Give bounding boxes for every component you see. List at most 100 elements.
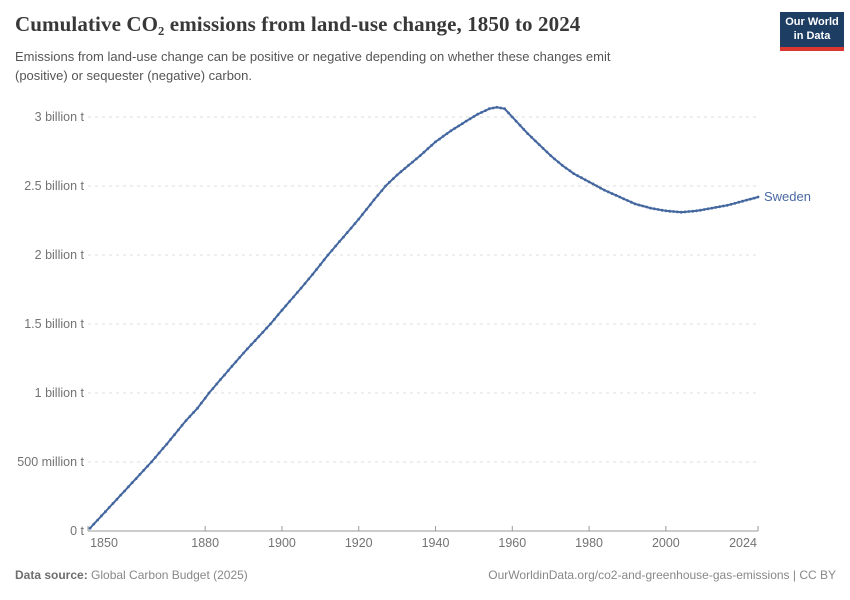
data-point	[606, 190, 610, 194]
data-point	[100, 514, 103, 518]
data-point	[292, 295, 295, 299]
data-point	[146, 464, 150, 468]
data-point	[211, 387, 215, 390]
data-point	[545, 150, 549, 154]
data-point	[176, 428, 180, 432]
chart-canvas[interactable]: 0 t 500 million t 1 billion t 1.5 billion t…	[0, 0, 850, 560]
data-point	[484, 109, 487, 112]
data-point	[679, 210, 683, 214]
data-point	[426, 147, 430, 151]
data-point	[741, 199, 744, 203]
data-point	[123, 489, 126, 493]
data-point	[115, 497, 119, 501]
data-point	[464, 119, 468, 123]
data-point	[111, 502, 115, 505]
data-source-value: Global Carbon Budget (2025)	[87, 568, 248, 582]
data-point	[583, 178, 587, 182]
data-point	[238, 356, 242, 359]
y-tick-label: 2.5 billion t	[24, 179, 84, 193]
data-point	[138, 473, 142, 476]
chart-subtitle: Emissions from land-use change can be po…	[15, 48, 725, 86]
data-point	[629, 200, 633, 204]
data-point	[587, 180, 591, 184]
y-tick-label: 2 billion t	[35, 248, 85, 262]
data-point	[745, 198, 748, 202]
data-point	[699, 208, 702, 212]
data-point	[683, 210, 687, 214]
data-point	[284, 304, 288, 308]
data-point	[522, 127, 526, 131]
data-point	[338, 240, 341, 243]
data-point	[614, 193, 618, 197]
data-point	[107, 506, 111, 509]
data-point	[752, 196, 756, 200]
data-point	[342, 235, 345, 239]
data-point	[188, 415, 192, 418]
data-point	[676, 210, 679, 214]
data-point	[499, 106, 503, 110]
data-point	[553, 157, 556, 161]
data-point	[411, 160, 414, 164]
data-point	[472, 115, 476, 118]
data-point	[533, 139, 537, 143]
data-point	[434, 140, 437, 144]
data-point	[441, 134, 445, 138]
data-point	[119, 493, 123, 497]
data-point	[161, 447, 165, 450]
data-point	[645, 205, 649, 209]
data-point	[403, 167, 407, 170]
data-point	[626, 199, 629, 202]
data-point	[537, 143, 541, 147]
data-point	[322, 258, 326, 262]
data-point	[595, 184, 599, 188]
data-point	[453, 126, 457, 130]
data-point	[495, 105, 499, 109]
data-point	[557, 160, 560, 164]
data-point	[391, 177, 395, 181]
data-point	[307, 277, 311, 281]
data-point	[353, 222, 357, 226]
data-point	[96, 518, 100, 522]
data-point	[395, 173, 399, 177]
data-point	[272, 318, 276, 321]
x-tick-label: 1850	[90, 536, 118, 550]
data-point	[361, 212, 364, 216]
y-tick-label: 3 billion t	[35, 110, 85, 124]
data-point	[641, 204, 645, 208]
data-point	[349, 226, 353, 230]
data-point	[104, 510, 107, 514]
data-point	[476, 112, 480, 116]
page-title: Cumulative CO₂ emissions from land-use c…	[15, 12, 581, 36]
owid-logo: Our World in Data	[780, 12, 844, 51]
y-tick-label: 0 t	[70, 524, 84, 538]
data-point	[384, 184, 387, 188]
data-point	[591, 182, 595, 186]
data-point	[649, 206, 652, 210]
data-point	[223, 373, 226, 377]
data-point	[157, 451, 161, 455]
data-point	[334, 244, 338, 248]
data-point	[510, 115, 514, 119]
data-point	[407, 163, 410, 167]
data-point	[184, 419, 188, 422]
data-point	[480, 111, 483, 114]
x-tick-label: 1960	[498, 536, 526, 550]
data-point	[288, 300, 291, 303]
data-point	[729, 202, 733, 206]
data-point	[710, 206, 714, 210]
series-line-sweden	[89, 106, 759, 529]
data-point	[430, 143, 434, 147]
data-point	[365, 208, 368, 211]
data-point	[725, 203, 729, 207]
data-point	[150, 460, 153, 464]
data-point	[622, 197, 625, 201]
data-source-label: Data source:	[15, 568, 88, 582]
data-point	[414, 157, 418, 161]
x-tick-label: 1900	[268, 536, 296, 550]
data-point	[722, 204, 725, 208]
data-point	[541, 146, 545, 150]
data-point	[357, 217, 361, 221]
owid-logo-line2: in Data	[793, 29, 831, 42]
data-point	[230, 364, 234, 368]
data-point	[672, 210, 675, 213]
